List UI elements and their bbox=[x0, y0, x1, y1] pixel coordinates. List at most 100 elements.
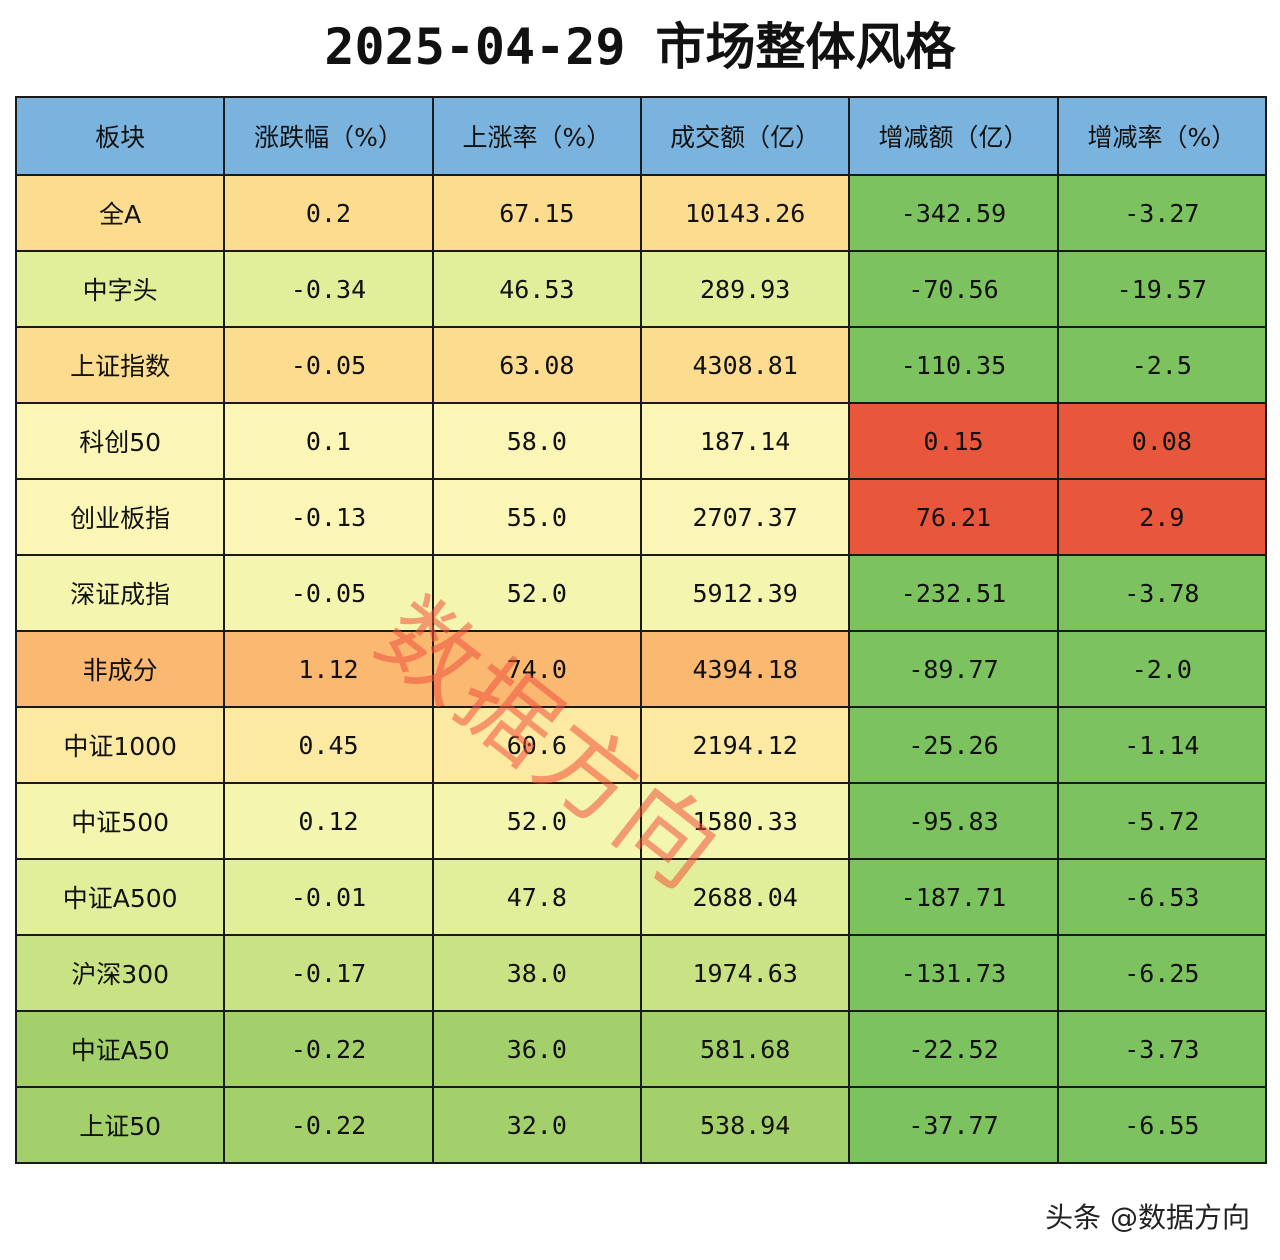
data-cell: 10143.26 bbox=[639, 174, 851, 252]
data-cell: 2707.37 bbox=[639, 478, 851, 556]
data-cell: 36.0 bbox=[431, 1010, 642, 1088]
data-cell: -37.77 bbox=[848, 1086, 1059, 1164]
table-row: 非成分 1.12 74.0 4394.18 -89.77 -2.0 bbox=[14, 630, 1268, 708]
data-cell: 2688.04 bbox=[639, 858, 851, 936]
table-row: 科创50 0.1 58.0 187.14 0.15 0.08 bbox=[14, 402, 1268, 480]
data-cell: -95.83 bbox=[848, 782, 1059, 860]
row-label-cell: 科创50 bbox=[14, 402, 226, 480]
table-row: 沪深300 -0.17 38.0 1974.63 -131.73 -6.25 bbox=[14, 934, 1268, 1012]
row-label-cell: 深证成指 bbox=[14, 554, 226, 632]
data-cell: 2194.12 bbox=[639, 706, 851, 784]
data-cell: 32.0 bbox=[431, 1086, 642, 1164]
row-label-cell: 中证1000 bbox=[14, 706, 226, 784]
data-cell: -19.57 bbox=[1056, 250, 1268, 328]
data-cell: 289.93 bbox=[639, 250, 851, 328]
data-cell: -6.25 bbox=[1056, 934, 1268, 1012]
data-cell: -0.01 bbox=[223, 858, 434, 936]
row-label-cell: 中字头 bbox=[14, 250, 226, 328]
data-cell: 1.12 bbox=[223, 630, 434, 708]
data-cell: 1974.63 bbox=[639, 934, 851, 1012]
column-header-0: 板块 bbox=[14, 96, 226, 176]
data-cell: 0.2 bbox=[223, 174, 434, 252]
row-label-cell: 沪深300 bbox=[14, 934, 226, 1012]
table-row: 上证指数 -0.05 63.08 4308.81 -110.35 -2.5 bbox=[14, 326, 1268, 404]
data-cell: -3.27 bbox=[1056, 174, 1268, 252]
table-row: 全A 0.2 67.15 10143.26 -342.59 -3.27 bbox=[14, 174, 1268, 252]
table-row: 深证成指 -0.05 52.0 5912.39 -232.51 -3.78 bbox=[14, 554, 1268, 632]
data-cell: -131.73 bbox=[848, 934, 1059, 1012]
row-label-cell: 中证A500 bbox=[14, 858, 226, 936]
column-header-4: 增减额（亿） bbox=[848, 96, 1059, 176]
table-row: 中证1000 0.45 60.6 2194.12 -25.26 -1.14 bbox=[14, 706, 1268, 784]
market-style-table: 板块 涨跌幅（%） 上涨率（%） 成交额（亿） 增减额（亿） 增减率（%） 全A 0.2 67… bbox=[14, 96, 1268, 1164]
data-cell: 0.08 bbox=[1056, 402, 1268, 480]
data-cell: -0.22 bbox=[223, 1010, 434, 1088]
data-cell: -0.05 bbox=[223, 326, 434, 404]
data-cell: 0.15 bbox=[848, 402, 1059, 480]
row-label-cell: 创业板指 bbox=[14, 478, 226, 556]
data-cell: 0.12 bbox=[223, 782, 434, 860]
data-cell: -0.22 bbox=[223, 1086, 434, 1164]
data-cell: 38.0 bbox=[431, 934, 642, 1012]
data-cell: -6.55 bbox=[1056, 1086, 1268, 1164]
row-label-cell: 中证A50 bbox=[14, 1010, 226, 1088]
column-header-1: 涨跌幅（%） bbox=[223, 96, 434, 176]
data-cell: -3.73 bbox=[1056, 1010, 1268, 1088]
row-label-cell: 上证指数 bbox=[14, 326, 226, 404]
table-row: 中证A500 -0.01 47.8 2688.04 -187.71 -6.53 bbox=[14, 858, 1268, 936]
column-header-3: 成交额（亿） bbox=[639, 96, 851, 176]
data-cell: 2.9 bbox=[1056, 478, 1268, 556]
data-cell: 4394.18 bbox=[639, 630, 851, 708]
data-cell: 5912.39 bbox=[639, 554, 851, 632]
column-header-5: 增减率（%） bbox=[1056, 96, 1268, 176]
data-cell: -2.5 bbox=[1056, 326, 1268, 404]
data-cell: -25.26 bbox=[848, 706, 1059, 784]
data-cell: 4308.81 bbox=[639, 326, 851, 404]
data-cell: 0.45 bbox=[223, 706, 434, 784]
data-cell: 46.53 bbox=[431, 250, 642, 328]
data-cell: -110.35 bbox=[848, 326, 1059, 404]
data-cell: -0.05 bbox=[223, 554, 434, 632]
data-cell: 1580.33 bbox=[639, 782, 851, 860]
table-row: 中证500 0.12 52.0 1580.33 -95.83 -5.72 bbox=[14, 782, 1268, 860]
data-cell: -6.53 bbox=[1056, 858, 1268, 936]
data-cell: -3.78 bbox=[1056, 554, 1268, 632]
data-cell: -5.72 bbox=[1056, 782, 1268, 860]
data-cell: -0.13 bbox=[223, 478, 434, 556]
data-cell: 58.0 bbox=[431, 402, 642, 480]
data-cell: 187.14 bbox=[639, 402, 851, 480]
data-cell: -1.14 bbox=[1056, 706, 1268, 784]
data-cell: -187.71 bbox=[848, 858, 1059, 936]
table-row: 创业板指 -0.13 55.0 2707.37 76.21 2.9 bbox=[14, 478, 1268, 556]
data-cell: -232.51 bbox=[848, 554, 1059, 632]
data-cell: 63.08 bbox=[431, 326, 642, 404]
data-cell: 52.0 bbox=[431, 782, 642, 860]
footer-credit: 头条 @数据方向 bbox=[1045, 1201, 1250, 1234]
table-body: 全A 0.2 67.15 10143.26 -342.59 -3.27 中字头 -0.34 46… bbox=[14, 174, 1268, 1164]
data-cell: 67.15 bbox=[431, 174, 642, 252]
data-cell: 581.68 bbox=[639, 1010, 851, 1088]
data-cell: -0.17 bbox=[223, 934, 434, 1012]
row-label-cell: 上证50 bbox=[14, 1086, 226, 1164]
data-cell: 47.8 bbox=[431, 858, 642, 936]
data-cell: 538.94 bbox=[639, 1086, 851, 1164]
data-cell: 74.0 bbox=[431, 630, 642, 708]
data-cell: -0.34 bbox=[223, 250, 434, 328]
page-title: 2025-04-29 市场整体风格 bbox=[324, 18, 956, 76]
data-cell: -22.52 bbox=[848, 1010, 1059, 1088]
table-row: 中字头 -0.34 46.53 289.93 -70.56 -19.57 bbox=[14, 250, 1268, 328]
row-label-cell: 中证500 bbox=[14, 782, 226, 860]
data-cell: 0.1 bbox=[223, 402, 434, 480]
data-cell: -89.77 bbox=[848, 630, 1059, 708]
row-label-cell: 全A bbox=[14, 174, 226, 252]
data-cell: 76.21 bbox=[848, 478, 1059, 556]
data-cell: 52.0 bbox=[431, 554, 642, 632]
data-cell: -342.59 bbox=[848, 174, 1059, 252]
data-cell: 60.6 bbox=[431, 706, 642, 784]
column-header-2: 上涨率（%） bbox=[431, 96, 642, 176]
row-label-cell: 非成分 bbox=[14, 630, 226, 708]
market-style-table-container: 板块 涨跌幅（%） 上涨率（%） 成交额（亿） 增减额（亿） 增减率（%） 全A 0.2 67… bbox=[14, 96, 1268, 1192]
data-cell: 55.0 bbox=[431, 478, 642, 556]
table-header: 板块 涨跌幅（%） 上涨率（%） 成交额（亿） 增减额（亿） 增减率（%） bbox=[14, 96, 1268, 176]
data-cell: -2.0 bbox=[1056, 630, 1268, 708]
